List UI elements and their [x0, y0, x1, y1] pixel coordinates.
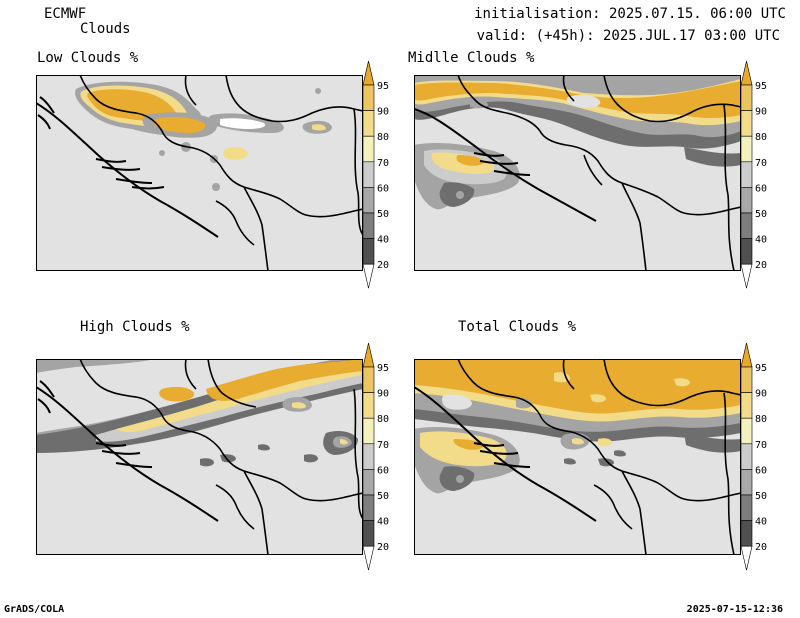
colorbar-segment — [740, 135, 753, 163]
colorbar-segment — [740, 212, 753, 239]
colorbar-tick-label: 40 — [377, 517, 389, 528]
colorbar-tick-label: 60 — [755, 183, 767, 194]
map-panel-low — [36, 75, 363, 271]
colorbar-tick-label: 50 — [755, 209, 767, 220]
colorbar-tick-label: 90 — [755, 389, 767, 400]
colorbar-segment — [362, 494, 375, 521]
colorbar-bottom-triangle — [740, 545, 753, 571]
colorbar-tick-label: 70 — [755, 158, 767, 169]
colorbar-tick-label: 60 — [755, 465, 767, 476]
colorbar-tick-label: 80 — [755, 132, 767, 143]
init-time: initialisation: 2025.07.15. 06:00 UTC — [474, 6, 786, 22]
map-panel-middle — [414, 75, 741, 271]
colorbar-tick-label: 80 — [377, 132, 389, 143]
colorbar-segment — [362, 84, 375, 111]
colorbar-segment — [740, 366, 753, 393]
colorbar-tick-label: 50 — [377, 209, 389, 220]
colorbar-segment — [362, 212, 375, 239]
colorbar-tick-label: 50 — [755, 491, 767, 502]
footer-right: 2025-07-15-12:36 — [686, 604, 783, 615]
colorbar-segment — [740, 161, 753, 188]
colorbar-segment — [362, 417, 375, 445]
colorbar-tick-label: 60 — [377, 183, 389, 194]
colorbar-segment — [740, 469, 753, 496]
parameter-name: Clouds — [80, 21, 131, 37]
colorbar-segment — [362, 443, 375, 470]
map-panel-high — [36, 359, 363, 555]
colorbar-top-triangle — [362, 342, 375, 368]
colorbar-tick-label: 90 — [755, 107, 767, 118]
colorbar-tick-label: 70 — [377, 440, 389, 451]
colorbar-bottom-triangle — [362, 263, 375, 289]
colorbar-tick-label: 20 — [755, 542, 767, 553]
colorbar-segment — [362, 392, 375, 419]
colorbar-bottom-triangle — [740, 263, 753, 289]
colorbar-segment — [362, 238, 375, 265]
valid-time: valid: (+45h): 2025.JUL.17 03:00 UTC — [476, 28, 780, 44]
colorbar-segment — [740, 110, 753, 137]
colorbar-segment — [740, 392, 753, 419]
colorbar-segment — [740, 520, 753, 547]
colorbar-low-middle-right: 95 90 80 70 60 50 40 20 — [740, 60, 781, 291]
colorbar-tick-label: 80 — [377, 414, 389, 425]
colorbar-tick-label: 95 — [377, 363, 389, 374]
colorbar-segment — [740, 417, 753, 445]
colorbar-total: 95 90 80 70 60 50 40 20 — [740, 342, 781, 573]
colorbar-segment — [740, 187, 753, 214]
colorbar-tick-label: 70 — [755, 440, 767, 451]
panel-title-middle: Midlle Clouds % — [408, 50, 535, 66]
colorbar-tick-label: 40 — [377, 235, 389, 246]
colorbar-tick-label: 40 — [755, 235, 767, 246]
colorbar-tick-label: 20 — [377, 542, 389, 553]
colorbar-bottom-triangle — [362, 545, 375, 571]
colorbar-tick-label: 70 — [377, 158, 389, 169]
panel-title-high: High Clouds % — [80, 319, 190, 335]
colorbar-top-triangle — [740, 60, 753, 86]
colorbar-segment — [362, 469, 375, 496]
model-name: ECMWF — [44, 6, 87, 22]
colorbar-segment — [740, 494, 753, 521]
colorbar-top-triangle — [362, 60, 375, 86]
colorbar-segment — [362, 366, 375, 393]
map-panel-total — [414, 359, 741, 555]
colorbar-segment — [362, 187, 375, 214]
colorbar-tick-label: 20 — [377, 260, 389, 271]
colorbar-segment — [740, 84, 753, 111]
colorbar-tick-label: 95 — [755, 81, 767, 92]
colorbar-segment — [362, 161, 375, 188]
colorbar-segment — [740, 443, 753, 470]
colorbar-tick-label: 80 — [755, 414, 767, 425]
panel-title-low: Low Clouds % — [37, 50, 139, 66]
colorbar-top-triangle — [740, 342, 753, 368]
colorbar-tick-label: 60 — [377, 465, 389, 476]
footer-left: GrADS/COLA — [4, 604, 65, 615]
colorbar-high: 95 90 80 70 60 50 40 20 — [362, 342, 403, 573]
colorbar-tick-label: 90 — [377, 389, 389, 400]
colorbar-segment — [362, 135, 375, 163]
colorbar-tick-label: 50 — [377, 491, 389, 502]
colorbar-tick-label: 95 — [377, 81, 389, 92]
colorbar-segment — [740, 238, 753, 265]
colorbar-tick-label: 95 — [755, 363, 767, 374]
colorbar-tick-label: 20 — [755, 260, 767, 271]
colorbar-tick-label: 90 — [377, 107, 389, 118]
colorbar-low-left: 95 90 80 70 60 50 40 20 — [362, 60, 403, 291]
panel-title-total: Total Clouds % — [458, 319, 577, 335]
colorbar-segment — [362, 110, 375, 137]
colorbar-segment — [362, 520, 375, 547]
colorbar-tick-label: 40 — [755, 517, 767, 528]
